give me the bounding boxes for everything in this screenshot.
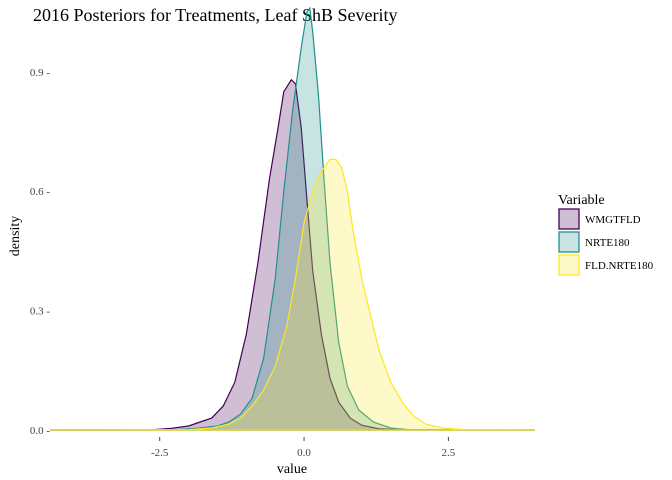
x-tick-label: -2.5 <box>151 447 169 459</box>
y-tick-label: 0.3 - <box>30 306 51 318</box>
legend-label: FLD.NRTE180 <box>585 260 654 272</box>
x-tick-label: 2.5 <box>442 447 456 459</box>
legend-label: NRTE180 <box>585 237 630 249</box>
y-axis-title: density <box>8 216 23 256</box>
y-axis: 0.0 - 0.3 - 0.6 - 0.9 - <box>30 67 51 437</box>
legend-swatch-wmgtfld <box>558 208 580 230</box>
legend-label: WMGTFLD <box>585 214 641 226</box>
x-axis-title: value <box>277 462 307 477</box>
density-series-nrte180 <box>49 6 536 431</box>
y-tick-label: 0.9 - <box>30 67 51 79</box>
y-tick-label: 0.6 - <box>30 186 51 198</box>
density-series-wmgtfld <box>49 78 536 431</box>
plot-area <box>49 6 536 431</box>
legend-swatch-nrte180 <box>558 231 580 253</box>
legend-items: WMGTFLD NRTE180 FLD.NRTE180 <box>558 208 654 276</box>
legend-title: Variable <box>558 193 605 208</box>
chart-title: 2016 Posteriors for Treatments, Leaf ShB… <box>33 5 397 25</box>
x-axis: -2.5 0.0 2.5 <box>151 437 456 459</box>
density-series-fld-nrte180 <box>49 158 536 431</box>
legend-swatch-fld-nrte180 <box>558 254 580 276</box>
legend: Variable WMGTFLD NRTE180 FLD.NRTE180 <box>558 193 654 276</box>
x-tick-label: 0.0 <box>297 447 311 459</box>
y-tick-label: 0.0 - <box>30 425 51 437</box>
